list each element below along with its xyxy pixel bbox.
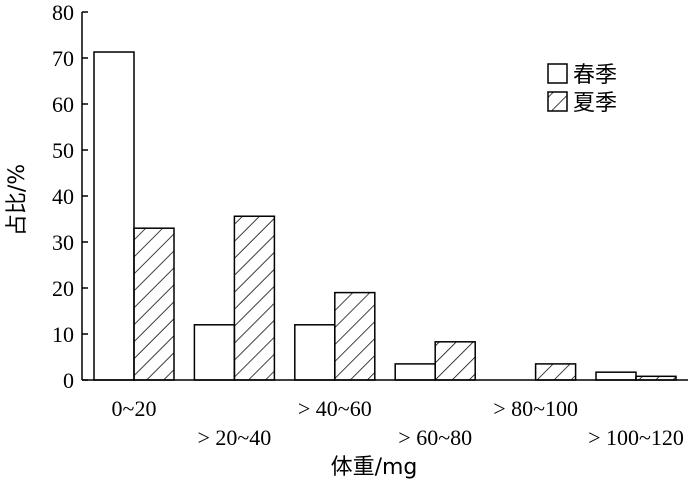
x-tick-label-2: > 40~60 (298, 396, 372, 421)
y-tick-label-20: 20 (52, 276, 74, 301)
axes (81, 11, 688, 381)
tick-labels: 0 10 20 30 40 50 60 70 80 0~20 > 20~40 > 40~60 > 60~… (52, 0, 684, 450)
bar-spring-0 (93, 51, 135, 381)
y-tick-label-70: 70 (52, 46, 74, 71)
y-tick-label-0: 0 (63, 368, 74, 393)
y-tick-label-50: 50 (52, 138, 74, 163)
y-axis-title: 占比/% (5, 164, 30, 236)
bar-spring-1 (193, 324, 236, 381)
x-axis-title: 体重/mg (331, 455, 418, 480)
bar-spring-3 (394, 363, 436, 381)
x-tick-label-1: > 20~40 (197, 425, 271, 450)
bar-summer-1 (233, 215, 276, 381)
legend-swatch-summer (547, 91, 568, 112)
bar-summer-0 (133, 227, 175, 381)
bar-spring-5 (595, 371, 637, 381)
legend-swatch-spring (547, 63, 568, 84)
bar-summer-2 (334, 291, 376, 381)
y-tick-label-30: 30 (52, 230, 74, 255)
bar-summer-4 (534, 363, 577, 381)
x-tick-label-0: 0~20 (112, 396, 157, 421)
x-tick-label-5: > 100~120 (588, 425, 684, 450)
bars-layer (93, 51, 677, 381)
x-tick-label-3: > 60~80 (398, 425, 472, 450)
legend-label-spring: 春季 (573, 63, 617, 88)
legend-label-summer: 夏季 (573, 91, 617, 116)
legend: 春季 夏季 (547, 63, 617, 116)
bar-summer-3 (434, 341, 476, 381)
y-tick-label-80: 80 (52, 0, 74, 25)
y-tick-label-60: 60 (52, 92, 74, 117)
y-tick-label-10: 10 (52, 322, 74, 347)
bar-spring-2 (294, 324, 336, 381)
y-tick-label-40: 40 (52, 184, 74, 209)
x-tick-label-4: > 80~100 (493, 396, 578, 421)
